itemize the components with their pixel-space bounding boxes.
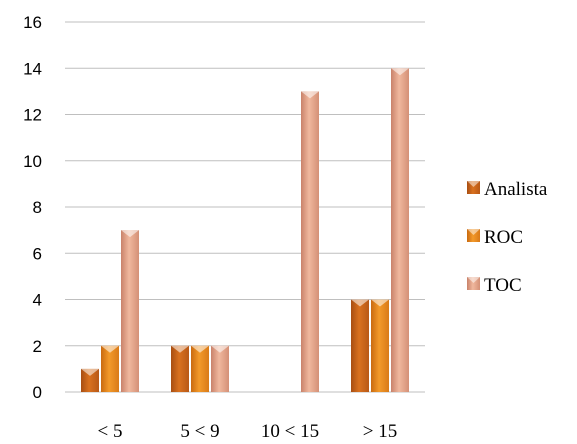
y-tick-label: 0 — [33, 383, 42, 402]
legend: Analista ROC TOC — [467, 179, 548, 296]
x-category-label: > 15 — [363, 421, 397, 442]
bar-bevel — [391, 68, 409, 76]
bar-toc-1 — [211, 345, 229, 392]
y-tick-label: 4 — [33, 291, 42, 310]
y-axis-ticks: 0 2 4 6 8 10 12 14 16 — [23, 13, 42, 402]
bar-bevel — [81, 368, 99, 376]
bar-bevel — [301, 91, 319, 99]
bar-toc-2 — [301, 91, 319, 392]
bar-bevel — [351, 299, 369, 307]
bar-analista-1 — [171, 345, 189, 392]
bar-roc-3 — [371, 299, 389, 392]
y-tick-label: 12 — [23, 106, 42, 125]
y-tick-label: 6 — [33, 244, 42, 263]
legend-swatch — [467, 181, 480, 194]
bar-bevel — [211, 345, 229, 353]
x-axis-categories: < 5 5 < 9 10 < 15 > 15 — [98, 421, 398, 442]
legend-swatch — [467, 277, 480, 290]
x-category-label: 10 < 15 — [261, 421, 319, 442]
y-tick-label: 16 — [23, 13, 42, 32]
legend-swatch-bevel — [467, 181, 480, 187]
bar-toc-3 — [391, 68, 409, 392]
legend-swatch — [467, 229, 480, 242]
bar-bevel — [101, 345, 119, 353]
bar-bevel — [171, 345, 189, 353]
bar-bevel — [191, 345, 209, 353]
bar-analista-3 — [351, 299, 369, 392]
y-tick-label: 8 — [33, 198, 42, 217]
legend-label: Analista — [484, 179, 548, 200]
x-category-label: < 5 — [98, 421, 123, 442]
bar-roc-1 — [191, 345, 209, 392]
bar-toc-0 — [121, 230, 139, 392]
legend-swatch-bevel — [467, 277, 480, 283]
y-tick-label: 10 — [23, 152, 42, 171]
bar-analista-0 — [81, 368, 99, 392]
bar-roc-0 — [101, 345, 119, 392]
legend-label: TOC — [484, 275, 522, 296]
y-tick-label: 2 — [33, 337, 42, 356]
y-tick-label: 14 — [23, 59, 42, 78]
legend-label: ROC — [484, 227, 523, 248]
x-category-label: 5 < 9 — [180, 421, 219, 442]
legend-swatch-bevel — [467, 229, 480, 235]
bar-bevel — [371, 299, 389, 307]
bar-bevel — [121, 230, 139, 238]
bars — [81, 68, 409, 392]
